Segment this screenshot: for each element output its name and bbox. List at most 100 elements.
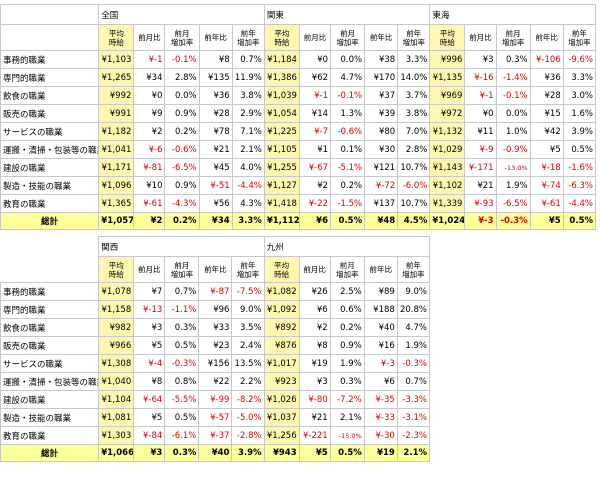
data-row: 販売の職業 ¥991 ¥9 0.9% ¥28 2.9% ¥1,054 ¥14 1.3% ¥39 3.… — [0, 104, 597, 123]
value-cell: ¥23 — [198, 336, 233, 355]
corner — [0, 4, 100, 25]
data-row: サービスの職業 ¥1,182 ¥2 0.2% ¥78 7.1% ¥1,225 ¥-7 -0.6%… — [0, 122, 597, 141]
row-label: 販売の職業 — [0, 336, 100, 355]
value-cell: ¥3 — [464, 50, 497, 69]
row-label: 運搬・清掃・包装等の職業 — [0, 372, 100, 391]
value-cell: ¥2 — [298, 176, 332, 195]
value-cell: 3.3% — [397, 50, 431, 69]
value-cell: 0.7% — [164, 282, 200, 301]
total-row: 総計 ¥1,066 ¥3 0.3% ¥40 3.9% ¥943 ¥5 0.5% ¥19 2.1% — [0, 444, 431, 462]
column-header: 前年比 — [363, 256, 398, 283]
value-cell: 3.8% — [397, 104, 431, 123]
value-cell: ¥969 — [429, 86, 466, 105]
corner — [1, 257, 99, 283]
value-cell: -8.2% — [231, 390, 265, 409]
value-cell: -1.5% — [330, 194, 366, 213]
data-row: 飲食の職業 ¥992 ¥0 0.0% ¥36 3.8% ¥1,039 ¥-1 -0.1% ¥37 3… — [0, 86, 597, 105]
value-cell: -0.3% — [495, 212, 531, 230]
value-cell: ¥-171 — [464, 158, 497, 177]
value-cell: -4.4% — [231, 176, 265, 195]
value-cell: -0.6% — [164, 140, 200, 159]
value-cell: ¥135 — [198, 68, 233, 87]
value-cell: ¥1,339 — [429, 194, 466, 213]
value-cell: -9.6% — [562, 50, 597, 69]
row-label: サービスの職業 — [0, 122, 100, 141]
row-label: 製造・技能の職業 — [0, 176, 100, 195]
total-label: 総計 — [0, 444, 100, 462]
data-row: 事務的職業 ¥1,103 ¥-1 -0.1% ¥8 0.7% ¥1,184 ¥0 0.0% ¥38… — [0, 50, 597, 69]
value-cell: ¥3 — [133, 318, 166, 337]
column-header: 前月 増加率 — [330, 24, 366, 51]
value-cell: ¥1,057 — [98, 212, 135, 230]
data-row: 飲食の職業 ¥982 ¥3 0.3% ¥33 3.5% ¥892 ¥2 0.2% ¥40 4.7% — [0, 318, 431, 337]
value-cell: ¥19 — [298, 354, 331, 373]
value-cell: ¥1,132 — [429, 122, 466, 141]
column-header: 前年比 — [198, 256, 233, 283]
value-cell: 0.0% — [330, 50, 366, 69]
column-header: 前月比 — [298, 256, 331, 283]
value-cell: ¥1,092 — [263, 300, 300, 319]
value-cell: 0.2% — [164, 122, 200, 141]
row-label: 事務的職業 — [0, 282, 100, 301]
value-cell: ¥33 — [198, 318, 233, 337]
value-cell: ¥-13 — [133, 300, 166, 319]
value-cell: 0.3% — [329, 372, 365, 391]
value-cell: ¥37 — [364, 86, 399, 105]
value-cell: -7.5% — [231, 282, 265, 301]
value-cell: 3.9% — [231, 444, 265, 462]
value-cell: 2.1% — [231, 140, 265, 159]
value-cell: ¥-9 — [464, 140, 497, 159]
value-cell: 2.1% — [396, 444, 431, 462]
value-cell: ¥991 — [98, 104, 135, 123]
value-cell: ¥8 — [133, 372, 166, 391]
value-cell: ¥26 — [298, 282, 331, 301]
value-cell: 0.5% — [330, 212, 366, 230]
value-cell: 0.5% — [562, 212, 597, 230]
value-cell: 0.5% — [164, 336, 200, 355]
value-cell: 0.2% — [330, 176, 366, 195]
value-cell: ¥28 — [529, 86, 564, 105]
value-cell: -13.0% — [495, 158, 531, 177]
region-name: 全国 — [98, 4, 265, 25]
value-cell: ¥1,418 — [263, 194, 300, 213]
value-cell: ¥5 — [529, 140, 564, 159]
value-cell: ¥45 — [198, 158, 233, 177]
value-cell: ¥188 — [363, 300, 398, 319]
region-header-row: 全国 関東 東海 — [0, 4, 596, 25]
value-cell: ¥-67 — [298, 158, 332, 177]
value-cell: -5.1% — [330, 158, 366, 177]
value-cell: 1.9% — [396, 336, 431, 355]
value-cell: 14.0% — [397, 68, 431, 87]
value-cell: 3.3% — [562, 68, 597, 87]
value-cell: ¥1,225 — [263, 122, 300, 141]
data-row: 専門的職業 ¥1,158 ¥-13 -1.1% ¥96 9.0% ¥1,092 ¥6 0.6% ¥… — [0, 300, 431, 319]
value-cell: 3.3% — [231, 212, 265, 230]
data-row: 建設の職業 ¥1,104 ¥-64 -5.5% ¥-99 -8.2% ¥1,026 ¥-80-… — [0, 390, 431, 409]
total-label: 総計 — [0, 212, 100, 230]
column-header: 前年比 — [364, 24, 399, 51]
value-cell: 0.3% — [164, 318, 200, 337]
value-cell: ¥56 — [198, 194, 233, 213]
value-cell: ¥0 — [133, 86, 166, 105]
column-header: 平均 時給 — [263, 256, 300, 283]
value-cell: ¥1,078 — [98, 282, 135, 301]
value-cell: 0.2% — [164, 212, 200, 230]
value-cell: ¥6 — [363, 372, 398, 391]
value-cell: ¥-1 — [298, 86, 332, 105]
row-label: 専門的職業 — [0, 68, 100, 87]
value-cell: ¥-93 — [464, 194, 497, 213]
value-cell: -5.0% — [231, 408, 265, 427]
value-cell: 1.6% — [562, 104, 597, 123]
region-name: 九州 — [263, 236, 431, 257]
value-cell: ¥1,255 — [263, 158, 300, 177]
row-label: 運搬・清掃・包装等の職業 — [0, 140, 100, 159]
value-cell: 20.8% — [396, 300, 431, 319]
data-row: 運搬・清掃・包装等の職業 ¥1,040 ¥8 0.8% ¥22 2.2% ¥923 ¥3 0.3… — [0, 372, 431, 391]
row-label: サービスの職業 — [0, 354, 100, 373]
value-cell: ¥1,054 — [263, 104, 300, 123]
value-cell: ¥0 — [298, 50, 332, 69]
region-name: 関西 — [98, 236, 265, 257]
value-cell: ¥5 — [529, 212, 564, 230]
row-label: 飲食の職業 — [0, 86, 100, 105]
